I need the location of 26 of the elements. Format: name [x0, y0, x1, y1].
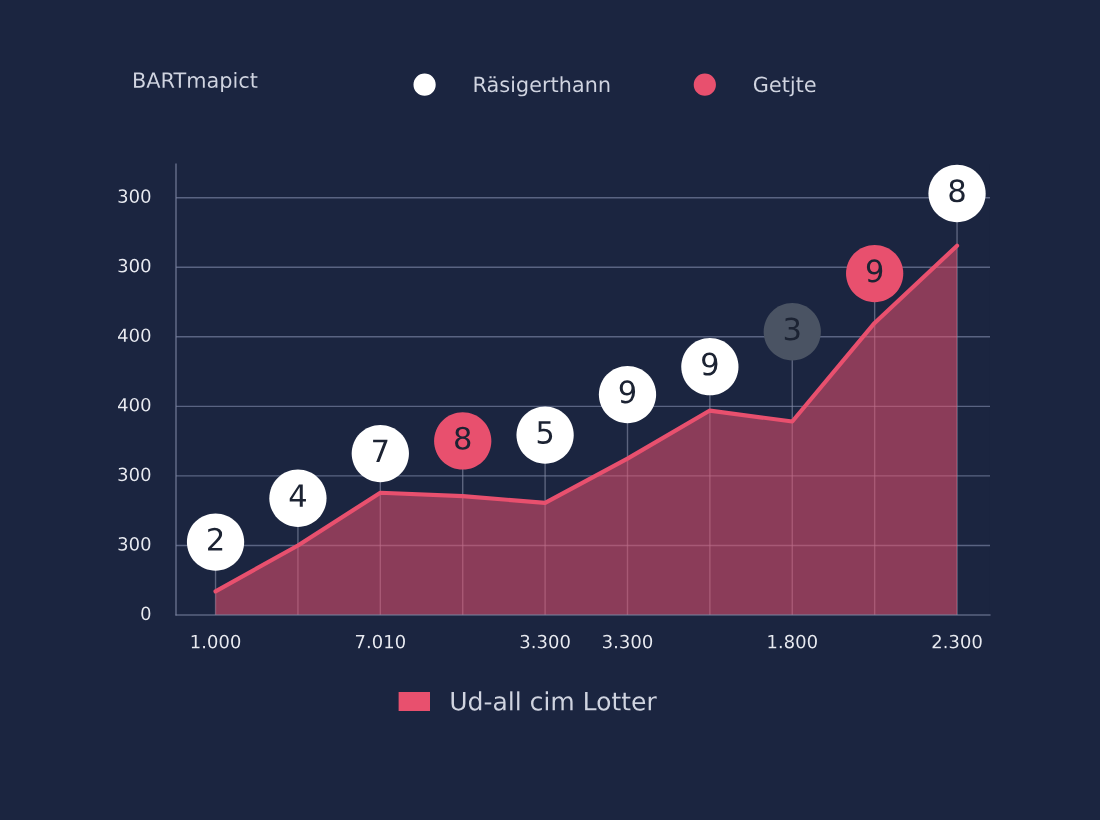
text: 0 [141, 606, 151, 621]
x-tick-label: 1.000 [191, 634, 241, 649]
x-tick-label: 3.300 [520, 634, 570, 649]
x-tick-label: 7.010 [355, 634, 405, 649]
text: 300 [118, 537, 151, 551]
text: 300 [118, 258, 151, 273]
annotation: 5 [537, 421, 553, 444]
annotation: 8 [455, 426, 471, 450]
legend-label: Räsigerthann [474, 76, 610, 97]
annotation: 9 [702, 352, 718, 376]
legend-label: Getjte [753, 76, 816, 97]
annotation: 4 [289, 484, 306, 507]
legend-label: Ud-all cim Lotter [451, 691, 657, 711]
annotation: 7 [373, 439, 388, 462]
text: 300 [118, 467, 151, 482]
x-tick-label: 1.800 [768, 634, 817, 649]
annotation: 8 [949, 179, 965, 203]
annotation: 9 [866, 259, 883, 283]
text: 400 [118, 328, 151, 343]
legend-title: BARTmapict [134, 71, 258, 93]
text: 300 [118, 189, 151, 203]
annotation: 2 [208, 527, 223, 551]
x-tick-label: 3.300 [603, 634, 653, 649]
text: 400 [118, 397, 151, 412]
annotation: 9 [619, 380, 636, 404]
x-tick-label: 2.300 [932, 634, 982, 649]
